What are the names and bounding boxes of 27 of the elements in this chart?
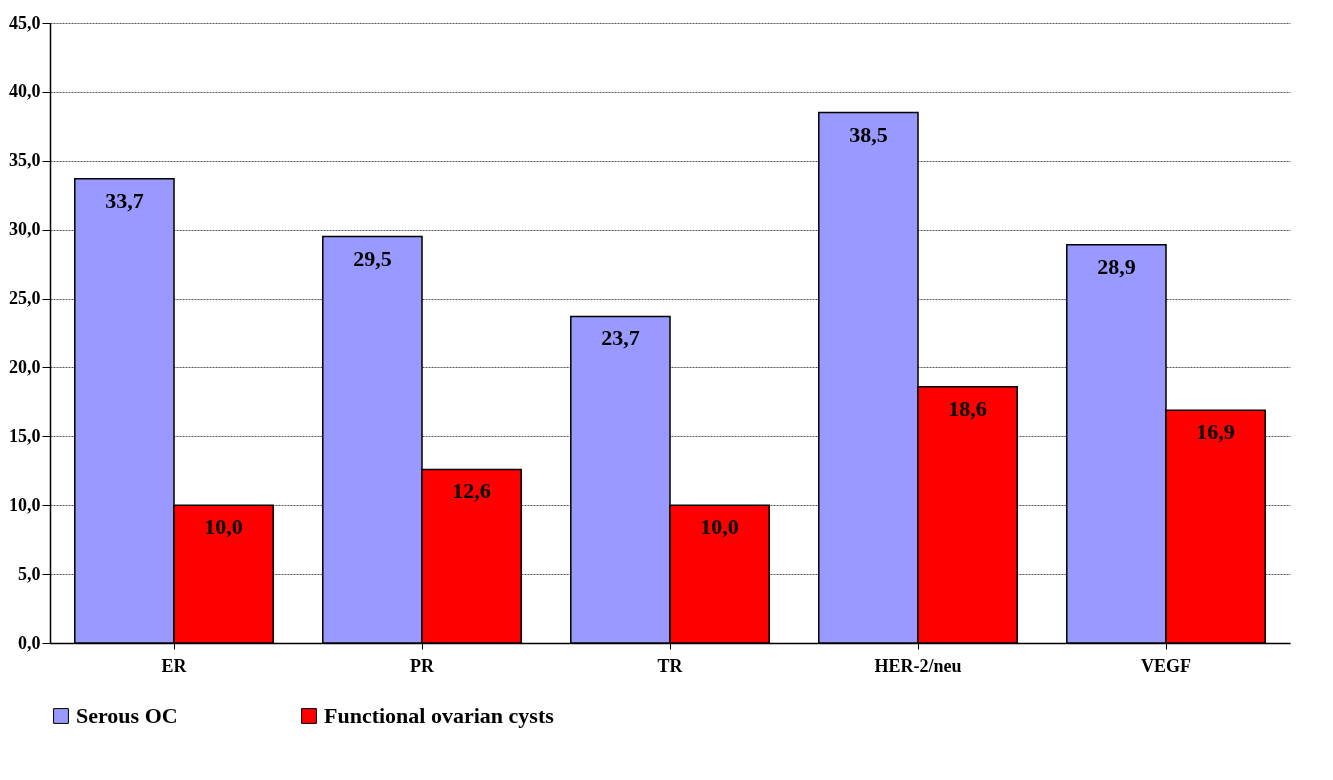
data-label: 38,5 [849,121,888,147]
data-label: 33,7 [105,187,144,213]
y-tick-label: 20,0 [9,356,41,377]
y-tick-label: 45,0 [9,12,41,33]
data-label: 10,0 [700,514,739,540]
y-tick-label: 25,0 [9,288,41,309]
data-label: 16,9 [1196,419,1235,445]
y-tick-label: 5,0 [18,563,41,584]
y-tick-label: 30,0 [9,219,41,240]
data-label: 18,6 [948,395,987,421]
x-tick-label: VEGF [1140,655,1192,676]
y-tick-label: 40,0 [9,81,41,102]
data-label: 29,5 [353,245,392,271]
data-label: 10,0 [204,514,243,540]
data-label: 28,9 [1097,253,1136,279]
y-tick-label: 10,0 [9,494,41,515]
data-label: 23,7 [601,325,640,351]
x-tick-label: ER [161,655,188,676]
x-tick-label: PR [410,655,435,676]
legend-label: Functional ovarian cysts [324,703,555,728]
x-tick-label: TR [657,655,684,676]
legend-label: Serous OC [76,703,178,728]
y-tick-label: 15,0 [9,425,41,446]
y-tick-label: 35,0 [9,150,41,171]
data-label: 12,6 [452,478,491,504]
x-tick-label: HER-2/neu [874,655,962,676]
y-tick-label: 0,0 [18,632,41,653]
